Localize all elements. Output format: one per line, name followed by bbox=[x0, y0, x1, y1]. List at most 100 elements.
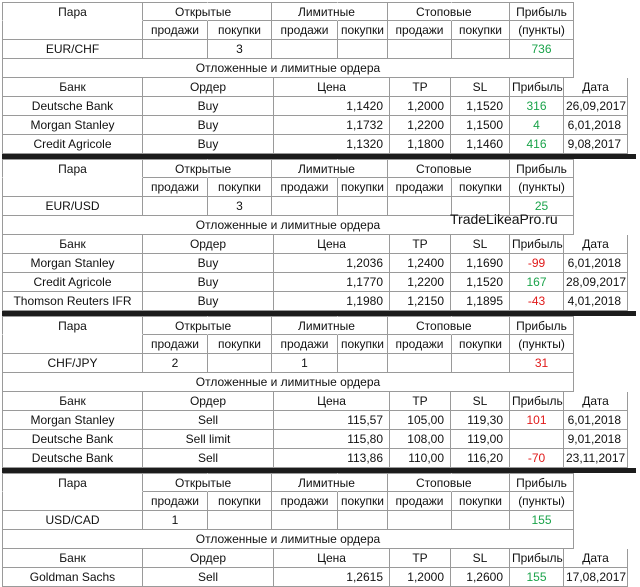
order-date[interactable]: 23,11,2017 bbox=[564, 449, 628, 468]
limit-header-pad[interactable] bbox=[338, 2, 388, 21]
price-header[interactable]: Цена bbox=[274, 78, 390, 97]
limit-header[interactable]: Лимитные bbox=[272, 2, 355, 21]
buys-subheader[interactable]: покупки bbox=[208, 492, 272, 511]
open-header[interactable]: Открытые bbox=[143, 473, 231, 492]
open-buys-count[interactable] bbox=[208, 354, 272, 373]
order-sl[interactable]: 1,1500 bbox=[451, 116, 510, 135]
order-price[interactable]: 1,2615 bbox=[274, 568, 390, 587]
buys-subheader[interactable]: покупки bbox=[452, 335, 510, 354]
pair-profit[interactable]: 25 bbox=[510, 197, 574, 216]
profit-header[interactable]: Прибыль bbox=[510, 2, 574, 21]
order-sl[interactable]: 1,1690 bbox=[451, 254, 510, 273]
order-sl[interactable]: 1,1895 bbox=[451, 292, 510, 311]
order-profit[interactable]: 167 bbox=[510, 273, 564, 292]
order-sl[interactable]: 119,30 bbox=[451, 411, 510, 430]
pair-header[interactable]: Пара bbox=[2, 473, 143, 492]
order-profit[interactable]: 155 bbox=[510, 568, 564, 587]
open-header-pad[interactable] bbox=[208, 159, 272, 178]
open-buys-count[interactable] bbox=[208, 511, 272, 530]
date-header[interactable]: Дата bbox=[564, 78, 628, 97]
order-profit[interactable]: 101 bbox=[510, 411, 564, 430]
sl-header[interactable]: SL bbox=[451, 235, 510, 254]
order-profit[interactable] bbox=[510, 430, 564, 449]
order-tp[interactable]: 1,2150 bbox=[390, 292, 451, 311]
sells-subheader[interactable]: продажи bbox=[272, 21, 338, 40]
order-header[interactable]: Ордер bbox=[143, 549, 274, 568]
pair-name[interactable]: EUR/CHF bbox=[2, 40, 143, 59]
tp-header[interactable]: TP bbox=[390, 78, 451, 97]
order-bank[interactable]: Morgan Stanley bbox=[2, 116, 143, 135]
sells-subheader[interactable]: продажи bbox=[388, 492, 452, 511]
order-bank[interactable]: Deutsche Bank bbox=[2, 449, 143, 468]
order-date[interactable]: 17,08,2017 bbox=[564, 568, 628, 587]
stop-header[interactable]: Стоповые bbox=[388, 159, 472, 178]
pair-header-lower[interactable] bbox=[2, 178, 143, 197]
order-tp[interactable]: 1,2000 bbox=[390, 568, 451, 587]
order-date[interactable]: 4,01,2018 bbox=[564, 292, 628, 311]
order-bank[interactable]: Credit Agricole bbox=[2, 273, 143, 292]
pair-header-lower[interactable] bbox=[2, 492, 143, 511]
buys-subheader[interactable]: покупки bbox=[208, 335, 272, 354]
bank-header[interactable]: Банк bbox=[2, 392, 143, 411]
price-header[interactable]: Цена bbox=[274, 392, 390, 411]
stop-sells-count[interactable] bbox=[388, 40, 452, 59]
bank-header[interactable]: Банк bbox=[2, 78, 143, 97]
order-profit[interactable]: -99 bbox=[510, 254, 564, 273]
limit-buys-count[interactable] bbox=[338, 354, 388, 373]
stop-sells-count[interactable] bbox=[388, 197, 452, 216]
order-type[interactable]: Sell bbox=[143, 568, 274, 587]
order-date[interactable]: 26,09,2017 bbox=[564, 97, 628, 116]
order-type[interactable]: Buy bbox=[143, 97, 274, 116]
profit-header[interactable]: Прибыль bbox=[510, 159, 574, 178]
sells-subheader[interactable]: продажи bbox=[143, 335, 208, 354]
section-title[interactable]: Отложенные и лимитные ордера bbox=[2, 216, 574, 235]
profit-col-header[interactable]: Прибыль bbox=[510, 78, 564, 97]
price-header[interactable]: Цена bbox=[274, 549, 390, 568]
order-price[interactable]: 1,1732 bbox=[274, 116, 390, 135]
points-header[interactable]: (пункты) bbox=[510, 335, 574, 354]
limit-sells-count[interactable] bbox=[272, 197, 338, 216]
order-bank[interactable]: Credit Agricole bbox=[2, 135, 143, 154]
sells-subheader[interactable]: продажи bbox=[388, 21, 452, 40]
limit-header-pad[interactable] bbox=[338, 316, 388, 335]
stop-buys-count[interactable] bbox=[452, 40, 510, 59]
order-price[interactable]: 1,1320 bbox=[274, 135, 390, 154]
buys-subheader[interactable]: покупки bbox=[208, 21, 272, 40]
sells-subheader[interactable]: продажи bbox=[272, 492, 338, 511]
points-header[interactable]: (пункты) bbox=[510, 492, 574, 511]
limit-buys-count[interactable] bbox=[338, 197, 388, 216]
stop-buys-count[interactable] bbox=[452, 511, 510, 530]
order-tp[interactable]: 110,00 bbox=[390, 449, 451, 468]
order-profit[interactable]: 416 bbox=[510, 135, 564, 154]
order-type[interactable]: Buy bbox=[143, 135, 274, 154]
order-price[interactable]: 1,1770 bbox=[274, 273, 390, 292]
order-type[interactable]: Sell limit bbox=[143, 430, 274, 449]
order-type[interactable]: Buy bbox=[143, 254, 274, 273]
order-sl[interactable]: 1,2600 bbox=[451, 568, 510, 587]
order-sl[interactable]: 1,1520 bbox=[451, 97, 510, 116]
stop-buys-count[interactable] bbox=[452, 354, 510, 373]
order-bank[interactable]: Goldman Sachs bbox=[2, 568, 143, 587]
order-bank[interactable]: Deutsche Bank bbox=[2, 97, 143, 116]
sells-subheader[interactable]: продажи bbox=[272, 335, 338, 354]
open-header-pad[interactable] bbox=[208, 316, 272, 335]
order-bank[interactable]: Morgan Stanley bbox=[2, 411, 143, 430]
limit-header[interactable]: Лимитные bbox=[272, 473, 355, 492]
order-header[interactable]: Ордер bbox=[143, 78, 274, 97]
sells-subheader[interactable]: продажи bbox=[143, 21, 208, 40]
open-header-pad[interactable] bbox=[208, 2, 272, 21]
order-price[interactable]: 1,1980 bbox=[274, 292, 390, 311]
profit-header[interactable]: Прибыль bbox=[510, 316, 574, 335]
stop-header-pad[interactable] bbox=[452, 159, 510, 178]
order-price[interactable]: 1,1420 bbox=[274, 97, 390, 116]
order-sl[interactable]: 1,1520 bbox=[451, 273, 510, 292]
order-sl[interactable]: 1,1460 bbox=[451, 135, 510, 154]
sells-subheader[interactable]: продажи bbox=[388, 178, 452, 197]
section-title[interactable]: Отложенные и лимитные ордера bbox=[2, 530, 574, 549]
order-date[interactable]: 6,01,2018 bbox=[564, 254, 628, 273]
pair-header[interactable]: Пара bbox=[2, 2, 143, 21]
order-price[interactable]: 1,2036 bbox=[274, 254, 390, 273]
pair-name[interactable]: EUR/USD bbox=[2, 197, 143, 216]
points-header[interactable]: (пункты) bbox=[510, 21, 574, 40]
pair-profit[interactable]: 31 bbox=[510, 354, 574, 373]
